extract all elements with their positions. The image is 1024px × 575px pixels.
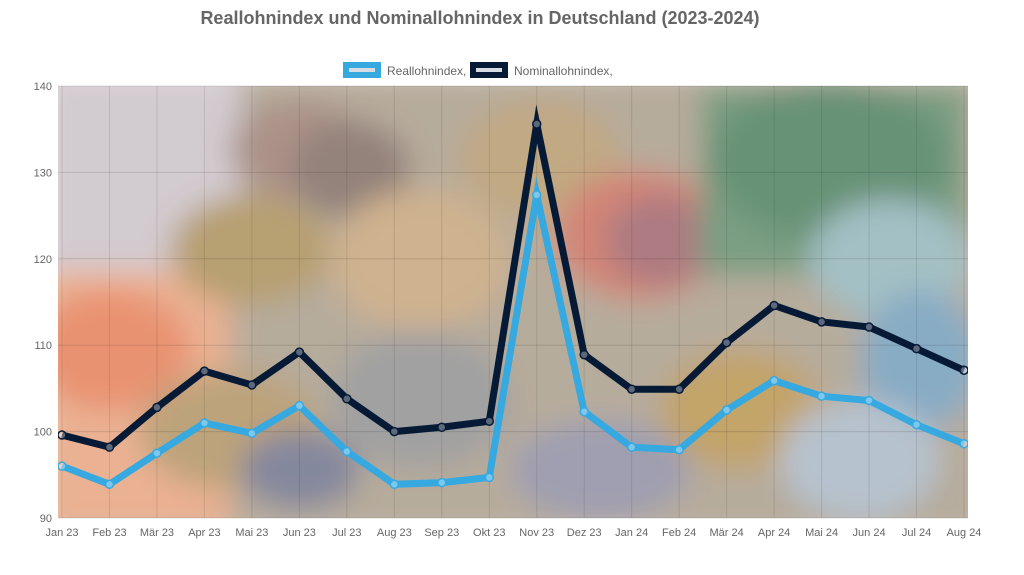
x-tick-label: Sep 23 (424, 527, 459, 539)
data-point (959, 365, 968, 376)
data-point (721, 405, 732, 415)
data-point (959, 438, 968, 449)
data-point (152, 448, 162, 458)
legend-swatch-inner (476, 68, 502, 72)
axes: 90 100 110 120 130 140 Jan 23 Feb 23 Mär 23 Apr 2… (34, 81, 982, 539)
data-point (342, 394, 352, 404)
data-point (864, 395, 874, 406)
data-point (104, 442, 115, 452)
series-line-nominallohnindex (61, 104, 966, 451)
x-tick-label: Jul 23 (332, 527, 361, 539)
y-tick-label: 110 (34, 340, 52, 352)
x-tick-label: Aug 24 (947, 527, 982, 539)
x-tick-label: Mai 24 (805, 527, 838, 539)
y-tick-label: 100 (34, 427, 52, 439)
data-point (389, 426, 400, 437)
data-point (389, 479, 400, 490)
data-point (674, 444, 684, 455)
x-tick-label: Jan 23 (45, 527, 78, 539)
x-tick-label: Jun 23 (283, 527, 316, 539)
data-point (294, 400, 305, 411)
y-tick-label: 90 (40, 513, 52, 525)
data-point (531, 119, 542, 129)
legend-label: Nominallohnindex, (514, 64, 613, 78)
data-point (152, 402, 162, 413)
data-point (769, 300, 779, 311)
x-tick-label: Jun 24 (853, 527, 886, 539)
data-point (721, 337, 732, 348)
data-point (864, 322, 874, 332)
data-point (531, 190, 542, 200)
data-point (674, 384, 684, 395)
data-point (579, 406, 589, 417)
x-tick-label: Okt 23 (473, 527, 505, 539)
data-point (437, 422, 447, 433)
x-tick-label: Dez 23 (567, 527, 602, 539)
data-point (104, 479, 115, 490)
background-photo (58, 86, 968, 518)
data-point (626, 384, 637, 395)
series-line-reallohnindex (60, 176, 966, 489)
data-point (247, 380, 257, 390)
series-lines (58, 104, 968, 490)
x-tick-label: Aug 23 (377, 527, 412, 539)
chart-title: Reallohnindex und Nominallohnindex in De… (200, 8, 760, 28)
data-point (58, 461, 67, 471)
x-tick-label: Feb 23 (92, 527, 126, 539)
data-point (199, 366, 210, 376)
y-tick-label: 140 (34, 81, 52, 93)
data-point (816, 317, 827, 327)
data-point (816, 391, 827, 401)
data-point (294, 347, 305, 357)
y-tick-label: 120 (34, 254, 52, 266)
x-tick-label: Nov 23 (519, 527, 554, 539)
x-tick-label: Jul 24 (902, 527, 931, 539)
x-tick-label: Feb 24 (662, 527, 696, 539)
data-point (58, 430, 67, 440)
x-tick-label: Mär 23 (140, 527, 174, 539)
x-tick-label: Apr 24 (758, 527, 790, 539)
data-point (342, 446, 352, 457)
data-point (911, 343, 922, 354)
legend-label: Reallohnindex, (387, 64, 466, 78)
x-tick-label: Apr 23 (188, 527, 220, 539)
data-point (199, 418, 210, 428)
x-tick-label: Mär 24 (710, 527, 744, 539)
legend: Reallohnindex, Nominallohnindex, (343, 62, 613, 78)
y-tick-label: 130 (34, 167, 52, 179)
data-point (484, 416, 495, 426)
data-point (247, 428, 257, 439)
data-point (626, 442, 637, 452)
x-tick-label: Jan 24 (615, 527, 648, 539)
data-point (769, 375, 779, 386)
legend-swatch-inner (349, 68, 375, 72)
data-point (484, 472, 495, 483)
x-tick-label: Mai 23 (235, 527, 268, 539)
data-point (911, 419, 922, 430)
data-point (579, 349, 589, 360)
data-point (437, 477, 447, 488)
